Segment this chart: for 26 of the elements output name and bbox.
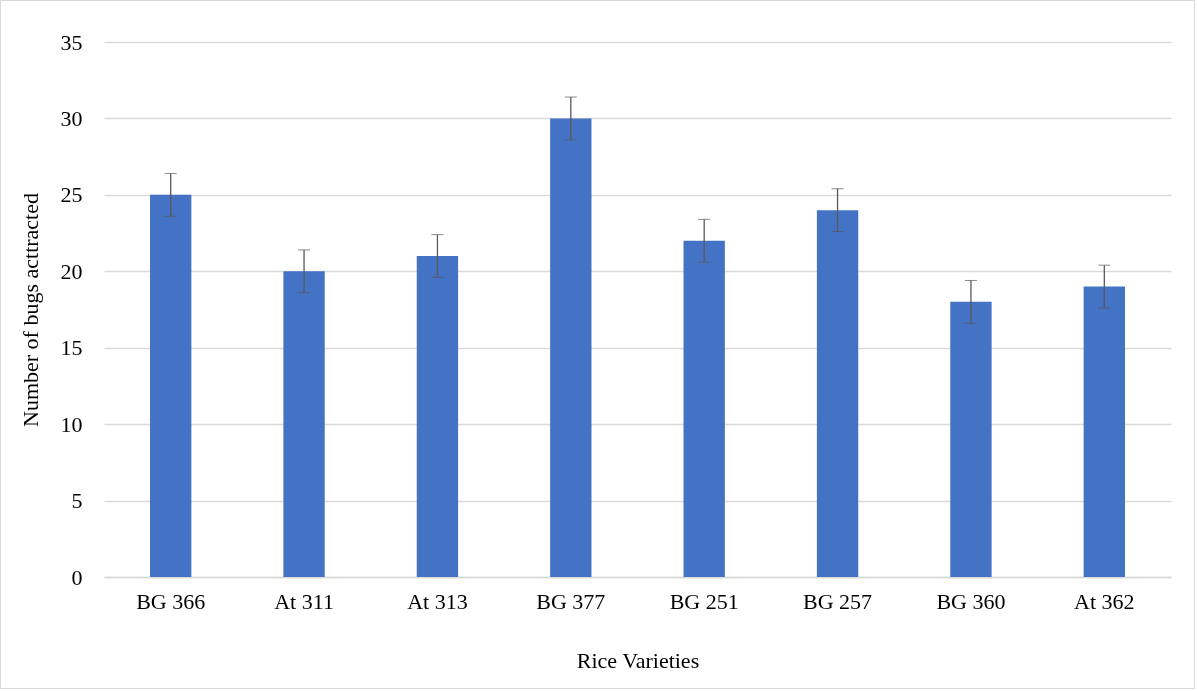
bar bbox=[816, 210, 859, 577]
x-tick-label: BG 360 bbox=[936, 588, 1006, 614]
bar bbox=[1083, 286, 1125, 577]
x-tick-label: BG 251 bbox=[669, 588, 739, 614]
x-tick-label: At 311 bbox=[274, 588, 334, 614]
x-tick-label: At 313 bbox=[407, 588, 468, 614]
x-tick-label: At 362 bbox=[1074, 588, 1135, 614]
bar bbox=[150, 194, 192, 577]
y-tick-label: 0 bbox=[71, 564, 83, 590]
y-tick-label: 5 bbox=[71, 488, 83, 514]
bar bbox=[550, 118, 592, 577]
x-tick-label: BG 366 bbox=[136, 588, 206, 614]
bar bbox=[950, 301, 992, 577]
y-tick-label: 30 bbox=[60, 105, 83, 131]
bar bbox=[416, 256, 459, 577]
bar bbox=[283, 271, 325, 577]
bar bbox=[683, 240, 725, 577]
y-tick-label: 25 bbox=[60, 182, 83, 208]
y-tick-label: 20 bbox=[60, 258, 83, 284]
x-axis-title: Rice Varieties bbox=[576, 647, 700, 673]
x-tick-label: BG 377 bbox=[536, 588, 606, 614]
x-tick-label: BG 257 bbox=[803, 588, 873, 614]
y-tick-label: 10 bbox=[60, 411, 83, 437]
y-tick-label: 15 bbox=[60, 335, 83, 361]
y-tick-label: 35 bbox=[60, 29, 83, 55]
y-axis-title: Number of bugs acttracted bbox=[17, 193, 43, 427]
